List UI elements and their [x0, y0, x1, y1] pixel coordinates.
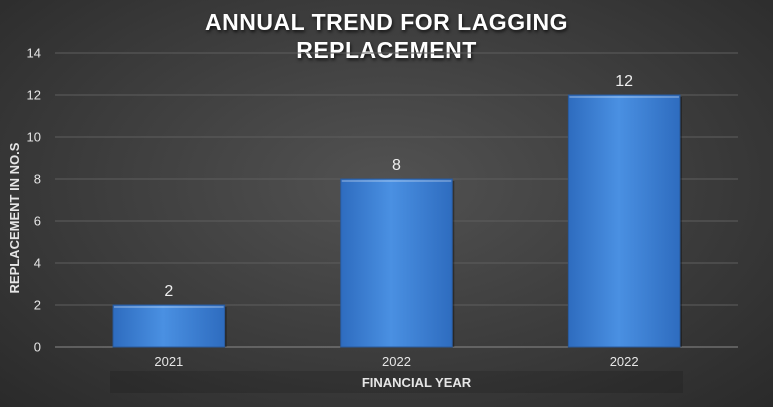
chart-title-line-1: ANNUAL TREND FOR LAGGING — [205, 9, 568, 35]
y-axis-title: REPLACEMENT IN NO.S — [7, 142, 22, 293]
chart-title: ANNUAL TREND FOR LAGGING REPLACEMENT — [0, 8, 773, 64]
x-tick-label-1: 2021 — [154, 354, 183, 369]
x-tick-label-2: 2022 — [382, 354, 411, 369]
data-label-3: 12 — [615, 73, 633, 90]
bar-highlight — [569, 96, 679, 98]
x-axis-title-band — [110, 371, 683, 393]
data-labels: 2 8 12 — [164, 73, 633, 300]
bar-highlight — [341, 180, 452, 182]
y-tick-label: 0 — [34, 340, 41, 355]
x-axis-ticks: 2021 2022 2022 — [154, 354, 638, 369]
bar-highlight — [114, 306, 224, 308]
y-tick-label: 12 — [27, 88, 41, 103]
y-axis-ticks: 0 2 4 6 8 10 12 14 — [27, 46, 41, 355]
y-tick-label: 4 — [34, 256, 41, 271]
bar-2 — [340, 178, 453, 348]
y-tick-label: 8 — [34, 172, 41, 187]
chart-title-line-2: REPLACEMENT — [296, 37, 477, 63]
bars — [112, 94, 682, 348]
bar-1 — [112, 304, 226, 348]
y-tick-label: 10 — [27, 130, 41, 145]
x-axis-title: FINANCIAL YEAR — [362, 375, 472, 390]
data-label-1: 2 — [164, 283, 173, 300]
bar-3 — [567, 94, 681, 348]
data-label-2: 8 — [392, 157, 401, 174]
y-tick-label: 6 — [34, 214, 41, 229]
y-tick-label: 14 — [27, 46, 41, 61]
y-tick-label: 2 — [34, 298, 41, 313]
x-tick-label-3: 2022 — [610, 354, 639, 369]
